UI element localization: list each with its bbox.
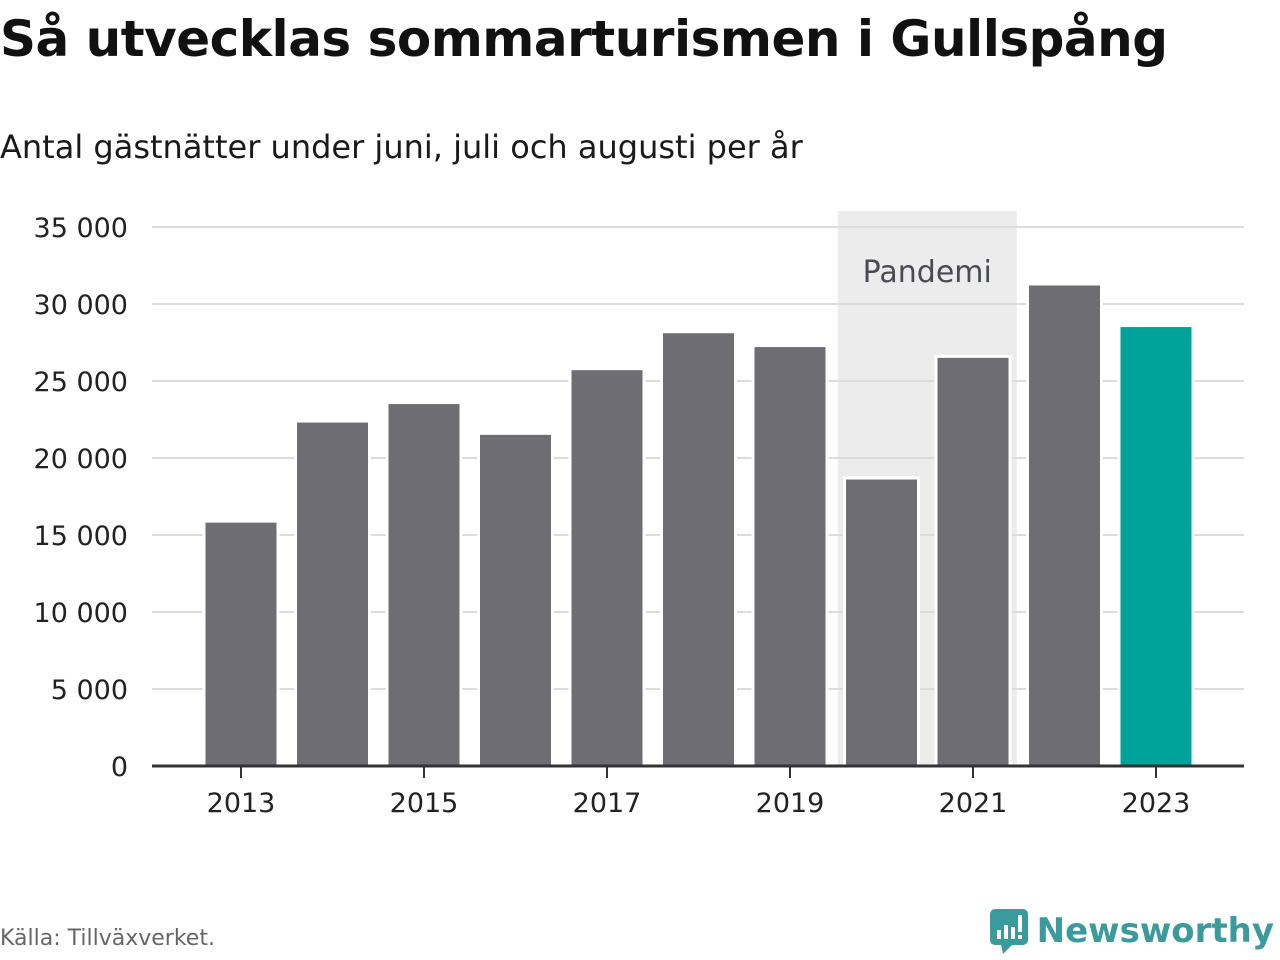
x-tick-label: 2019: [756, 788, 825, 819]
bar-2021: [934, 354, 1012, 768]
y-tick-label: 35 000: [34, 213, 128, 244]
chart-subtitle: Antal gästnätter under juni, juli och au…: [0, 128, 803, 166]
bar-2018: [660, 330, 737, 768]
bar-2015: [385, 401, 463, 768]
bar-2013: [202, 519, 280, 768]
bar-chart: 0 5 000 10 000 15 000 20 000 25 000 30 000 35 0…: [34, 211, 1244, 819]
newsworthy-logo-icon: [989, 909, 1028, 954]
y-tick-label: 0: [111, 752, 128, 783]
bar-2014: [294, 419, 371, 768]
x-tick-label: 2021: [939, 788, 1008, 819]
bar-2022: [1026, 282, 1103, 768]
y-tick-label: 5 000: [51, 675, 128, 706]
y-tick-label: 25 000: [34, 367, 128, 398]
brand-logo: Newsworthy: [989, 908, 1274, 954]
x-tick-label: 2017: [573, 788, 642, 819]
x-tick-label: 2015: [390, 788, 459, 819]
y-tick-label: 10 000: [34, 598, 128, 629]
x-tick-label: 2013: [207, 788, 276, 819]
bar-2023: [1117, 324, 1195, 768]
y-tick-label: 20 000: [34, 444, 128, 475]
brand-name: Newsworthy: [1036, 911, 1274, 951]
bar-2017: [568, 367, 646, 768]
y-tick-label: 15 000: [34, 521, 128, 552]
bar-2020: [843, 476, 920, 768]
bar-2019: [751, 344, 829, 768]
bar-2016: [477, 431, 554, 768]
chart-title: Så utvecklas sommarturismen i Gullspång: [0, 10, 1168, 68]
source-note: Källa: Tillväxverket.: [0, 926, 215, 951]
x-tick-label: 2023: [1122, 788, 1191, 819]
y-tick-label: 30 000: [34, 290, 128, 321]
pandemic-label: Pandemi: [863, 255, 992, 290]
